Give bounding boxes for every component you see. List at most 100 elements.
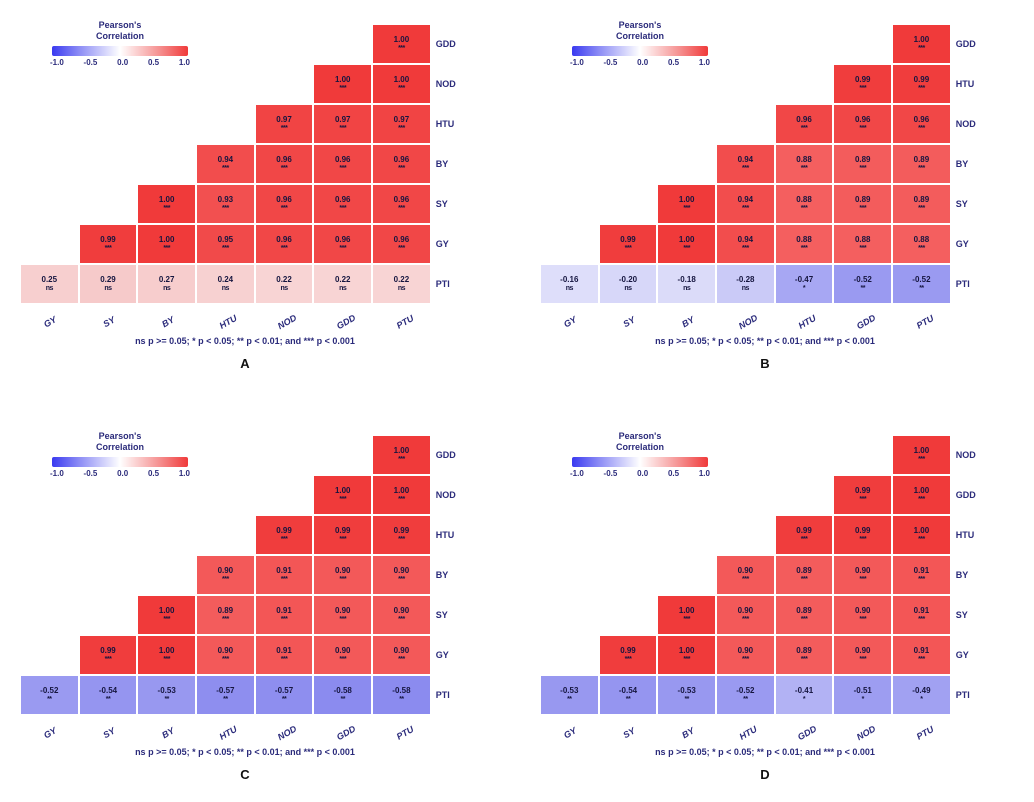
matrix-row: 0.99***1.00***0.90***0.91***0.90***0.90*…: [20, 635, 470, 675]
matrix-row: 0.96***0.96***0.96***NOD: [540, 104, 990, 144]
matrix-cell: [541, 476, 598, 514]
matrix-cell: [256, 25, 313, 63]
column-labels: GYSYBYNODHTUGDDPTU: [540, 308, 990, 334]
matrix-cell: 0.91***: [256, 636, 313, 674]
matrix-cell: [658, 476, 715, 514]
correlation-panel-D: Pearson's Correlation -1.0-0.50.00.51.0 …: [540, 431, 1030, 782]
matrix-cell: [80, 65, 137, 103]
matrix-cell: 1.00***: [373, 476, 430, 514]
matrix-row: 0.99***1.00***0.90***0.89***0.90***0.91*…: [540, 635, 990, 675]
matrix-cell: 0.89***: [197, 596, 254, 634]
matrix-row: 0.94***0.88***0.89***0.89***BY: [540, 144, 990, 184]
correlation-matrix: 1.00***GDD1.00***1.00***NOD0.97***0.97**…: [20, 24, 470, 304]
matrix-cell: [138, 65, 195, 103]
matrix-cell: 1.00***: [314, 476, 371, 514]
matrix-cell: 0.88***: [776, 185, 833, 223]
matrix-row: 0.90***0.91***0.90***0.90***BY: [20, 555, 470, 595]
matrix-cell: 0.99***: [373, 516, 430, 554]
matrix-cell: 0.97***: [256, 105, 313, 143]
matrix-cell: 0.96***: [314, 225, 371, 263]
row-label: HTU: [952, 516, 989, 554]
matrix-cell: [21, 105, 78, 143]
matrix-row: 1.00***1.00***NOD: [20, 475, 470, 515]
matrix-cell: 1.00***: [893, 436, 950, 474]
row-label: PTI: [952, 265, 989, 303]
matrix-cell: [80, 556, 137, 594]
row-label: SY: [432, 185, 469, 223]
matrix-cell: [21, 636, 78, 674]
matrix-cell: 0.96***: [314, 185, 371, 223]
matrix-cell: 0.91***: [256, 596, 313, 634]
matrix-cell: [21, 225, 78, 263]
matrix-cell: [541, 596, 598, 634]
matrix-cell: 0.88***: [893, 225, 950, 263]
panel-label: C: [20, 767, 510, 782]
matrix-cell: 0.94***: [717, 145, 774, 183]
matrix-cell: [21, 596, 78, 634]
row-label: BY: [432, 145, 469, 183]
matrix-cell: [21, 25, 78, 63]
matrix-cell: 0.99***: [256, 516, 313, 554]
matrix-cell: [658, 556, 715, 594]
matrix-cell: [541, 145, 598, 183]
panel-label: A: [20, 356, 510, 371]
matrix-cell: 0.96***: [314, 145, 371, 183]
matrix-cell: [80, 436, 137, 474]
matrix-cell: 1.00***: [373, 25, 430, 63]
matrix-cell: [600, 185, 657, 223]
matrix-cell: [541, 25, 598, 63]
matrix-cell: 0.99***: [893, 65, 950, 103]
matrix-cell: 0.90***: [314, 636, 371, 674]
matrix-cell: [600, 596, 657, 634]
row-label: NOD: [432, 476, 469, 514]
matrix-cell: [138, 25, 195, 63]
correlation-panel-A: Pearson's Correlation -1.0-0.50.00.51.0 …: [20, 20, 510, 371]
matrix-cell: 0.89***: [834, 145, 891, 183]
matrix-cell: 0.90***: [197, 636, 254, 674]
matrix-cell: 0.89***: [776, 636, 833, 674]
matrix-cell: [658, 436, 715, 474]
row-label: BY: [952, 145, 989, 183]
matrix-cell: 0.99***: [834, 516, 891, 554]
row-label: NOD: [952, 436, 989, 474]
matrix-cell: 0.99***: [834, 476, 891, 514]
matrix-cell: 1.00***: [138, 596, 195, 634]
matrix-cell: 0.99***: [80, 225, 137, 263]
row-label: HTU: [432, 105, 469, 143]
matrix-cell: 0.97***: [373, 105, 430, 143]
matrix-cell: 0.96***: [373, 225, 430, 263]
matrix-cell: 0.90***: [717, 556, 774, 594]
matrix-cell: 0.96***: [373, 185, 430, 223]
matrix-cell: [541, 65, 598, 103]
row-label: GY: [432, 225, 469, 263]
matrix-cell: 1.00***: [138, 185, 195, 223]
row-label: SY: [952, 185, 989, 223]
matrix-cell: [776, 25, 833, 63]
matrix-cell: 0.99***: [80, 636, 137, 674]
matrix-row: 1.00***0.89***0.91***0.90***0.90***SY: [20, 595, 470, 635]
matrix-row: 0.99***1.00***0.95***0.96***0.96***0.96*…: [20, 224, 470, 264]
matrix-cell: 0.99***: [776, 516, 833, 554]
matrix-cell: [21, 476, 78, 514]
matrix-cell: 0.89***: [893, 185, 950, 223]
matrix-cell: 0.96***: [256, 145, 313, 183]
matrix-cell: 1.00***: [658, 636, 715, 674]
matrix-row: 0.94***0.96***0.96***0.96***BY: [20, 144, 470, 184]
matrix-cell: 0.99***: [314, 516, 371, 554]
matrix-cell: 0.96***: [256, 185, 313, 223]
matrix-cell: [80, 516, 137, 554]
matrix-cell: 0.88***: [834, 225, 891, 263]
matrix-row: 0.99***0.99***1.00***HTU: [540, 515, 990, 555]
matrix-row: 1.00***GDD: [540, 24, 990, 64]
matrix-cell: [80, 185, 137, 223]
matrix-cell: [80, 105, 137, 143]
matrix-cell: 0.90***: [373, 556, 430, 594]
matrix-cell: 0.94***: [717, 185, 774, 223]
matrix-cell: [717, 65, 774, 103]
matrix-cell: [256, 476, 313, 514]
matrix-cell: [600, 556, 657, 594]
row-label: BY: [432, 556, 469, 594]
matrix-cell: 1.00***: [893, 476, 950, 514]
matrix-cell: [541, 516, 598, 554]
matrix-cell: 1.00***: [658, 225, 715, 263]
